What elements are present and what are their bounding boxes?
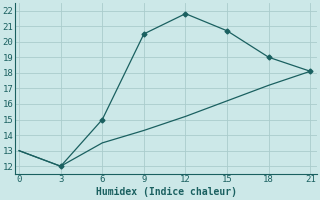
X-axis label: Humidex (Indice chaleur): Humidex (Indice chaleur) (96, 187, 236, 197)
